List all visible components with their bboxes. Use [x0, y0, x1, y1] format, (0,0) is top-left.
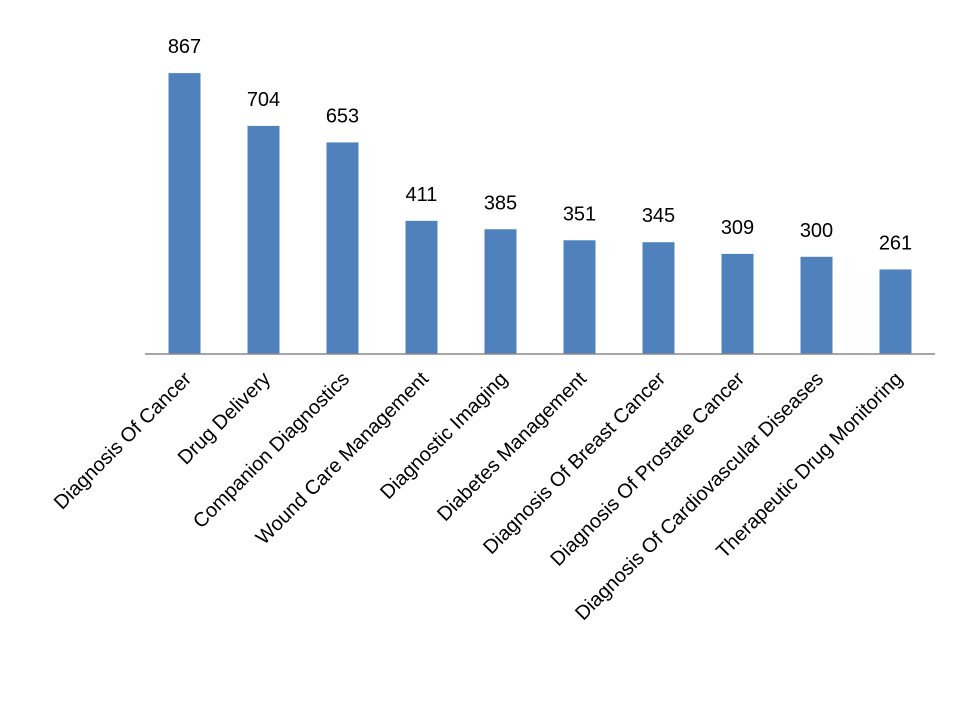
data-label: 704 [247, 89, 280, 111]
data-label: 300 [800, 220, 833, 242]
data-label: 309 [721, 217, 754, 239]
x-tick-label: Diagnosis Of Cancer [50, 368, 196, 514]
data-label: 867 [168, 36, 201, 58]
bar [484, 229, 517, 354]
bar [879, 269, 912, 354]
data-label: 351 [563, 203, 596, 225]
data-label: 411 [406, 184, 438, 206]
bar [563, 240, 596, 354]
x-tick-label: Companion Diagnostics [189, 368, 354, 533]
bar [800, 256, 833, 354]
x-tick-label: Diabetes Management [433, 368, 591, 526]
bar [168, 73, 201, 354]
data-label: 653 [326, 105, 359, 127]
bar [405, 220, 438, 354]
data-label: 261 [879, 232, 912, 254]
bar [642, 242, 675, 354]
bar [721, 253, 754, 354]
data-label: 385 [484, 192, 517, 214]
data-label: 345 [642, 205, 675, 227]
bar [247, 125, 280, 355]
bar [326, 142, 359, 354]
